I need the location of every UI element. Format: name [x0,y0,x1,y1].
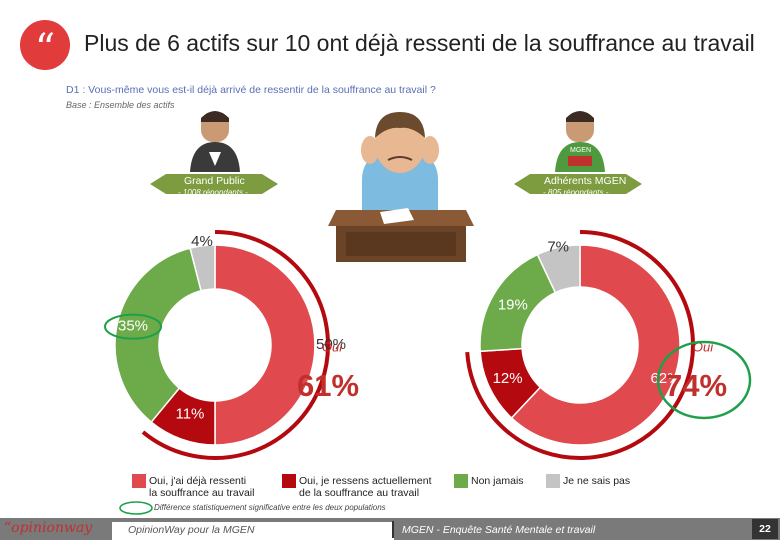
legend-swatch [546,474,560,488]
slice-label: 50% [316,336,346,353]
legend-label: Je ne sais pas [563,475,630,487]
mgen-banner [514,174,642,194]
legend-label-line: Je ne sais pas [563,475,631,487]
legend-swatch [454,474,468,488]
footer-divider [392,521,394,538]
total-label: Oui [322,339,343,354]
grand-public-title: Grand Public [184,175,245,187]
legend-swatch [282,474,296,488]
mgen-title: Adhérents MGEN [544,175,627,187]
significance-marker [656,340,752,420]
legend-label: Oui, j'ai déjà ressenti la souffrance au … [149,475,254,499]
quote-icon: “ [20,20,70,72]
total-oui-arc [465,230,695,460]
legend-label: Non jamais [471,475,524,487]
donut-slice [189,244,216,292]
page-title: Plus de 6 actifs sur 10 ont déjà ressent… [84,30,755,56]
grand-public-banner [150,174,278,194]
donut-slice [536,244,581,294]
slice-label: 12% [493,370,523,387]
donut-slice [510,244,681,446]
footer-left-text: OpinionWay pour la MGEN [128,524,255,536]
mgen-badge: MGEN [570,147,591,154]
total-value: 74% [665,368,727,403]
donut-slice [214,244,316,446]
significance-note: Différence statistiquement significative… [154,503,386,512]
base-text: Base : Ensemble des actifs [66,100,175,110]
grand-public-person-icon [190,111,240,172]
footer-right-text: MGEN - Enquête Santé Mentale et travail [402,524,596,536]
donut-slice [114,247,202,424]
mgen-person-icon [555,111,605,172]
stressed-worker-illustration [328,112,474,262]
significance-marker-icon [119,501,153,515]
footer-left-panel [112,522,394,540]
significance-marker [104,313,163,340]
question-text: D1 : Vous-même vous est-il déjà arrivé d… [66,84,436,96]
legend-swatch [132,474,146,488]
total-oui-arc [141,230,330,460]
opinionway-logo: “opinionway [4,520,93,536]
grand-public-respondents: - 1008 répondants - [178,188,248,197]
legend-label-line: la souffrance au travail [149,487,255,499]
legend-label-line: de la souffrance au travail [299,487,420,499]
slice-label: 19% [498,296,528,313]
mgen-respondents: - 805 répondants - [543,188,609,197]
slice-label: 11% [175,406,204,423]
legend-label: Oui, je ressens actuellement de la souffr… [299,475,431,499]
legend-label-line: Non jamais [471,475,524,487]
total-value: 61% [297,368,359,403]
slice-label: 7% [547,238,569,255]
legend-label-line: Oui, j'ai déjà ressenti [149,475,247,487]
legend-label-line: Oui, je ressens actuellement [299,475,432,487]
page-number: 22 [752,519,778,539]
slice-label: 35% [118,318,148,335]
slice-label: 4% [191,233,213,250]
